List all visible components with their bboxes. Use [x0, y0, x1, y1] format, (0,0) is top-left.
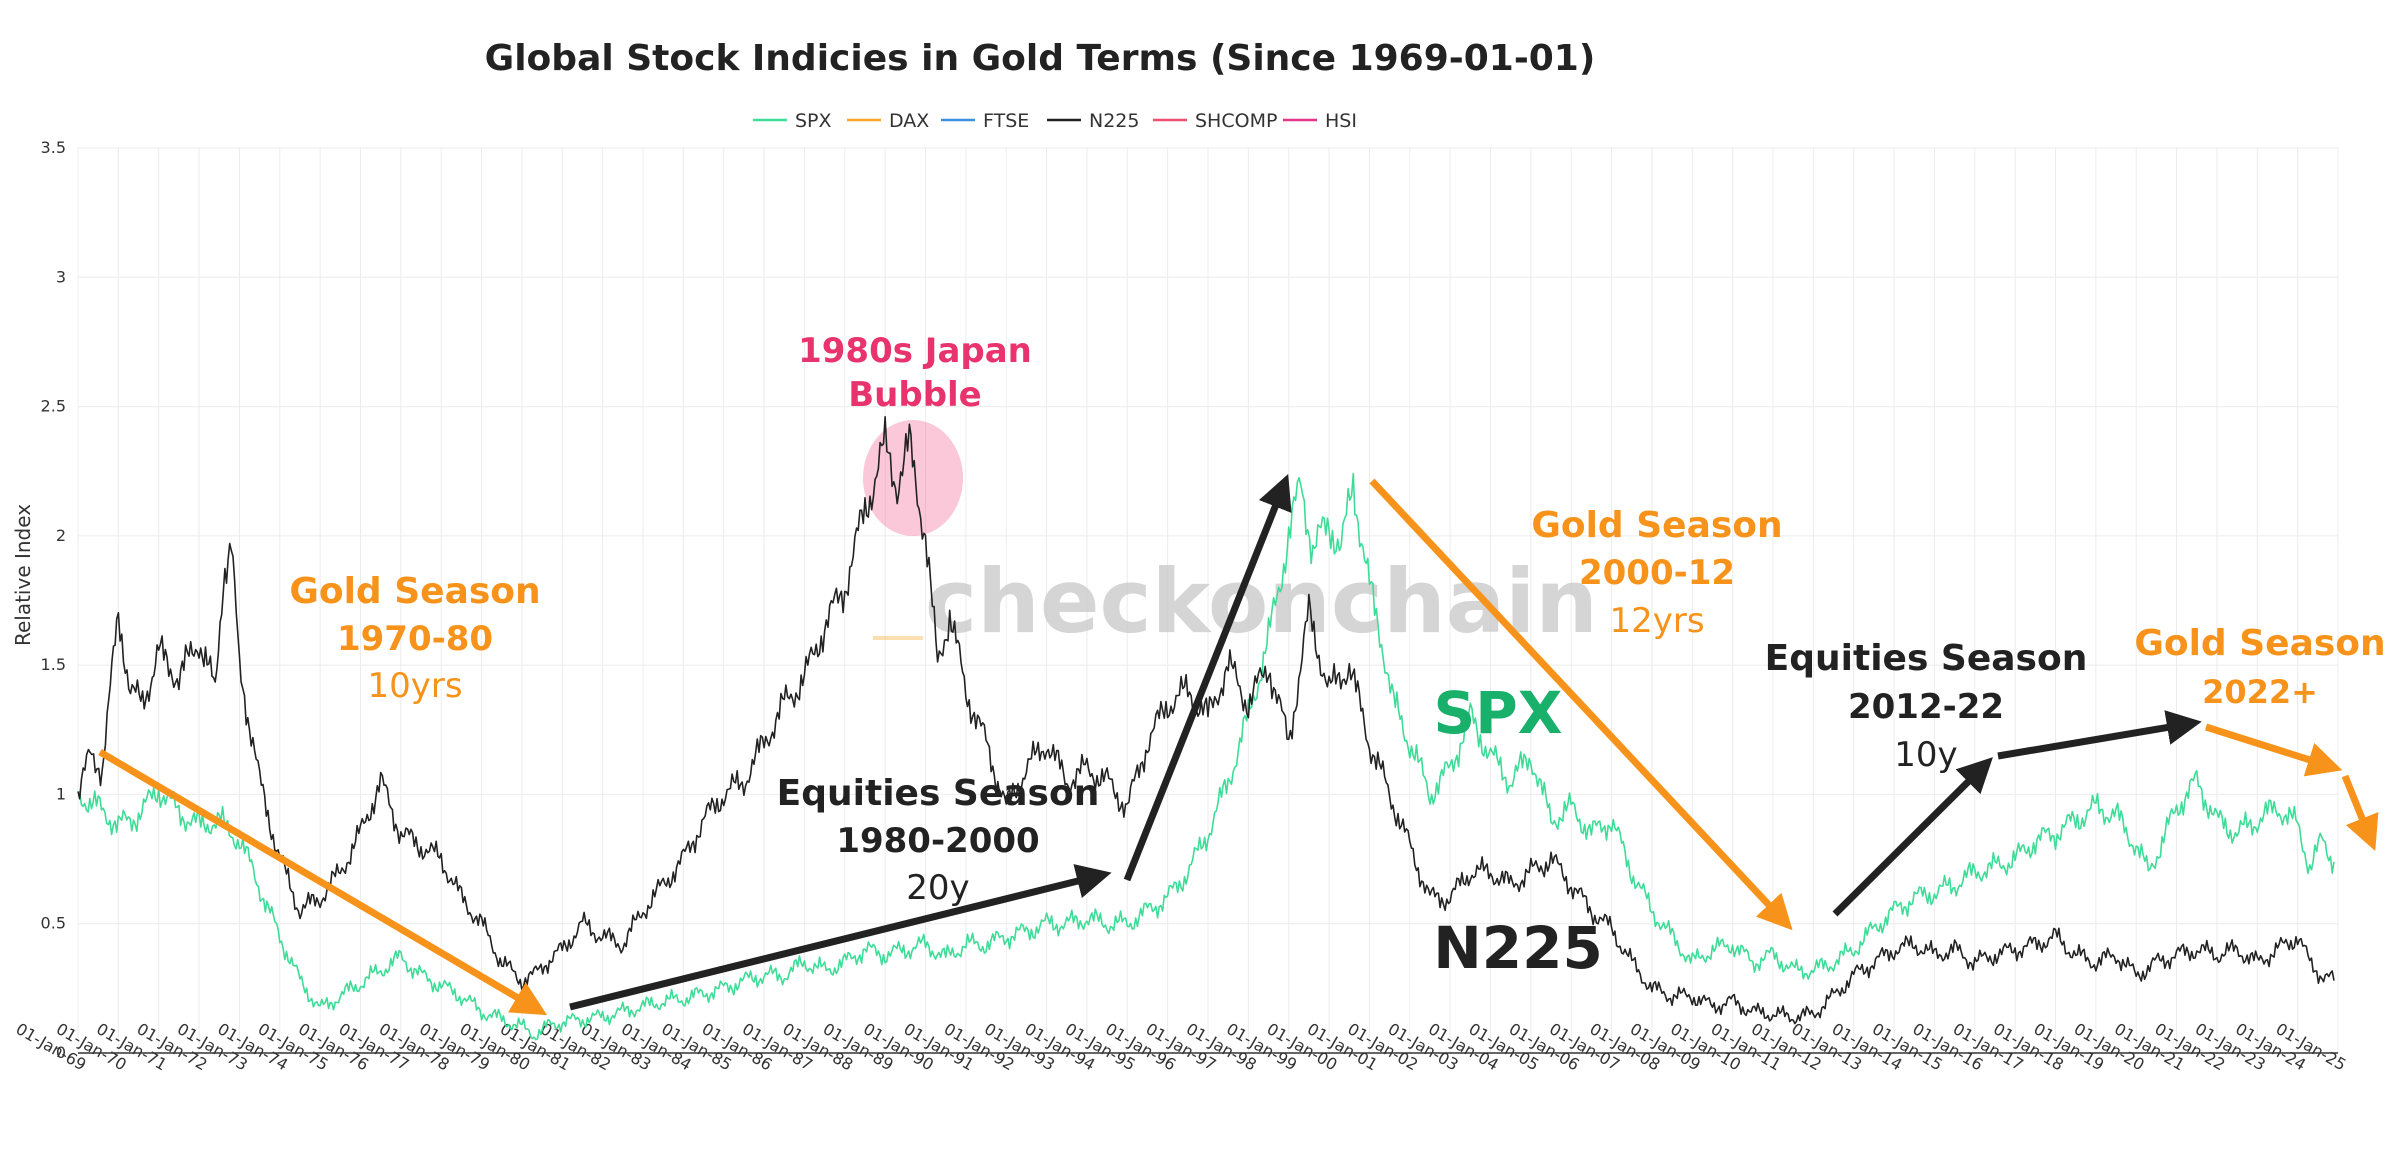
y-tick-label: 0: [56, 1043, 66, 1062]
legend-item-n225[interactable]: N225: [1089, 110, 1139, 132]
arrow-gold-2000: [1369, 478, 1793, 931]
arrow-equities-1980b: [1123, 473, 1292, 882]
annotation-japan-bubble: 1980s Japan Bubble: [798, 331, 1032, 415]
annotation-gold-2022: Gold Season 2022+: [2134, 623, 2385, 711]
legend-item-shcomp[interactable]: SHCOMP: [1195, 110, 1277, 132]
japan-bubble-highlight: [863, 420, 963, 536]
arrow-equities-2012b: [1997, 710, 2202, 760]
annotation-n225-label: N225: [1433, 914, 1603, 982]
arrow-equities-2012a: [1832, 757, 1993, 917]
legend: SPX DAX FTSE N225 SHCOMP HSI: [753, 110, 1357, 132]
series-layer: [77, 416, 2335, 1041]
svg-text:1970-80: 1970-80: [337, 619, 493, 659]
svg-text:Bubble: Bubble: [848, 375, 982, 415]
svg-text:Gold Season: Gold Season: [1531, 505, 1782, 546]
legend-item-spx[interactable]: SPX: [795, 110, 832, 132]
series-line-n225: [77, 416, 2335, 1025]
y-tick-label: 1.5: [41, 655, 66, 674]
watermark: checkonchain: [925, 550, 1598, 653]
y-tick-label: 3: [56, 267, 66, 286]
series-line-spx: [77, 472, 2335, 1041]
arrow-gold-2022b: [2341, 774, 2379, 851]
annotation-gold-1970: Gold Season 1970-80 10yrs: [289, 571, 540, 706]
svg-text:Equities Season: Equities Season: [777, 773, 1100, 814]
y-tick-label: 2: [56, 526, 66, 545]
svg-text:1980-2000: 1980-2000: [836, 821, 1039, 861]
svg-text:10y: 10y: [1894, 735, 1957, 775]
y-tick-label: 0.5: [41, 914, 66, 933]
legend-item-ftse[interactable]: FTSE: [983, 110, 1029, 132]
annotation-equities-1980: Equities Season 1980-2000 20y: [777, 773, 1100, 908]
svg-text:2022+: 2022+: [2202, 673, 2318, 711]
arrow-gold-1970: [98, 748, 548, 1016]
y-tick-label: 1: [56, 784, 66, 803]
y-axis-label: Relative Index: [11, 504, 35, 646]
y-tick-label: 3.5: [41, 138, 66, 157]
svg-text:2000-12: 2000-12: [1579, 553, 1735, 593]
svg-text:Equities Season: Equities Season: [1765, 638, 2088, 679]
annotation-spx-label: SPX: [1434, 679, 1563, 747]
arrow-gold-2022a: [2204, 723, 2343, 777]
svg-text:1980s Japan: 1980s Japan: [798, 331, 1032, 371]
svg-text:2012-22: 2012-22: [1848, 687, 2004, 727]
annotation-equities-2012: Equities Season 2012-22 10y: [1765, 638, 2088, 775]
legend-item-hsi[interactable]: HSI: [1325, 110, 1357, 132]
svg-text:20y: 20y: [906, 868, 969, 908]
svg-text:Gold Season: Gold Season: [289, 571, 540, 612]
y-tick-label: 2.5: [41, 397, 66, 416]
svg-text:Gold Season: Gold Season: [2134, 623, 2385, 664]
annotation-gold-2000: Gold Season 2000-12 12yrs: [1531, 505, 1782, 641]
x-axis: 01-Jan-6901-Jan-7001-Jan-7101-Jan-7201-J…: [13, 1019, 2350, 1074]
y-axis: 0 0.5 1 1.5 2 2.5 3 3.5: [41, 138, 66, 1062]
legend-item-dax[interactable]: DAX: [889, 110, 929, 132]
svg-text:10yrs: 10yrs: [367, 666, 462, 706]
arrow-equities-1980a: [569, 864, 1112, 1011]
chart-title: Global Stock Indicies in Gold Terms (Sin…: [485, 38, 1596, 79]
svg-text:12yrs: 12yrs: [1609, 601, 1704, 641]
